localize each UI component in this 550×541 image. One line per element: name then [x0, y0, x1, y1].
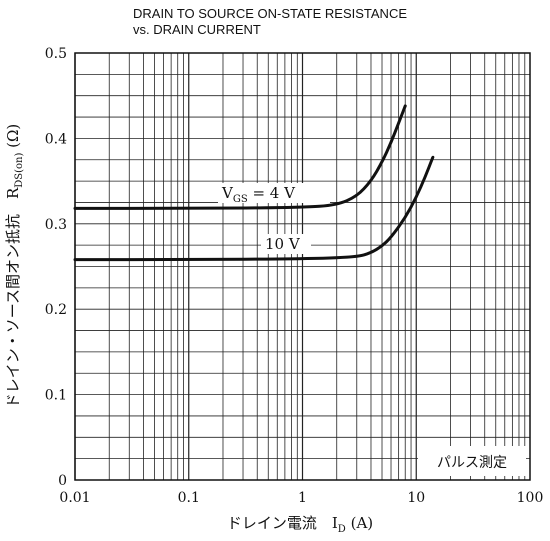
- y-tick-label: 0.3: [45, 217, 67, 233]
- grid: [75, 53, 530, 480]
- series-label: 10 V: [265, 235, 301, 253]
- series-label: VGS = 4 V: [221, 184, 296, 205]
- annotation: パルス測定: [418, 446, 526, 476]
- x-tick-label: 100: [517, 490, 544, 506]
- y-axis-label: ドレイン・ソース間オン抵抗 RDS(on) (Ω): [4, 124, 25, 409]
- title-line: vs. DRAIN CURRENT: [133, 22, 261, 37]
- title-line: DRAIN TO SOURCE ON-STATE RESISTANCE: [133, 6, 407, 21]
- y-tick-label: 0.2: [45, 302, 67, 318]
- y-tick-label: 0.5: [45, 46, 67, 62]
- y-tick-label: 0: [58, 473, 67, 489]
- x-tick-label: 0.1: [178, 490, 200, 506]
- y-axis-title: ドレイン・ソース間オン抵抗 RDS(on) (Ω): [4, 124, 25, 409]
- y-tick-labels: 0 0.1 0.2 0.3 0.4 0.5: [45, 46, 67, 489]
- x-tick-label: 10: [407, 490, 425, 506]
- annotation-text: パルス測定: [437, 455, 507, 471]
- x-axis-label: ドレイン電流 ID (A): [227, 514, 373, 535]
- y-tick-label: 0.4: [45, 131, 67, 147]
- series-labels: VGS = 4 V 10 V: [218, 183, 330, 254]
- series-lines: [75, 106, 433, 260]
- x-tick-labels: 0.01 0.1 1 10 100: [59, 490, 543, 506]
- x-tick-label: 0.01: [59, 490, 90, 506]
- y-tick-label: 0.1: [45, 388, 67, 404]
- x-tick-label: 1: [298, 490, 307, 506]
- x-axis-title: ドレイン電流 ID (A): [227, 514, 373, 535]
